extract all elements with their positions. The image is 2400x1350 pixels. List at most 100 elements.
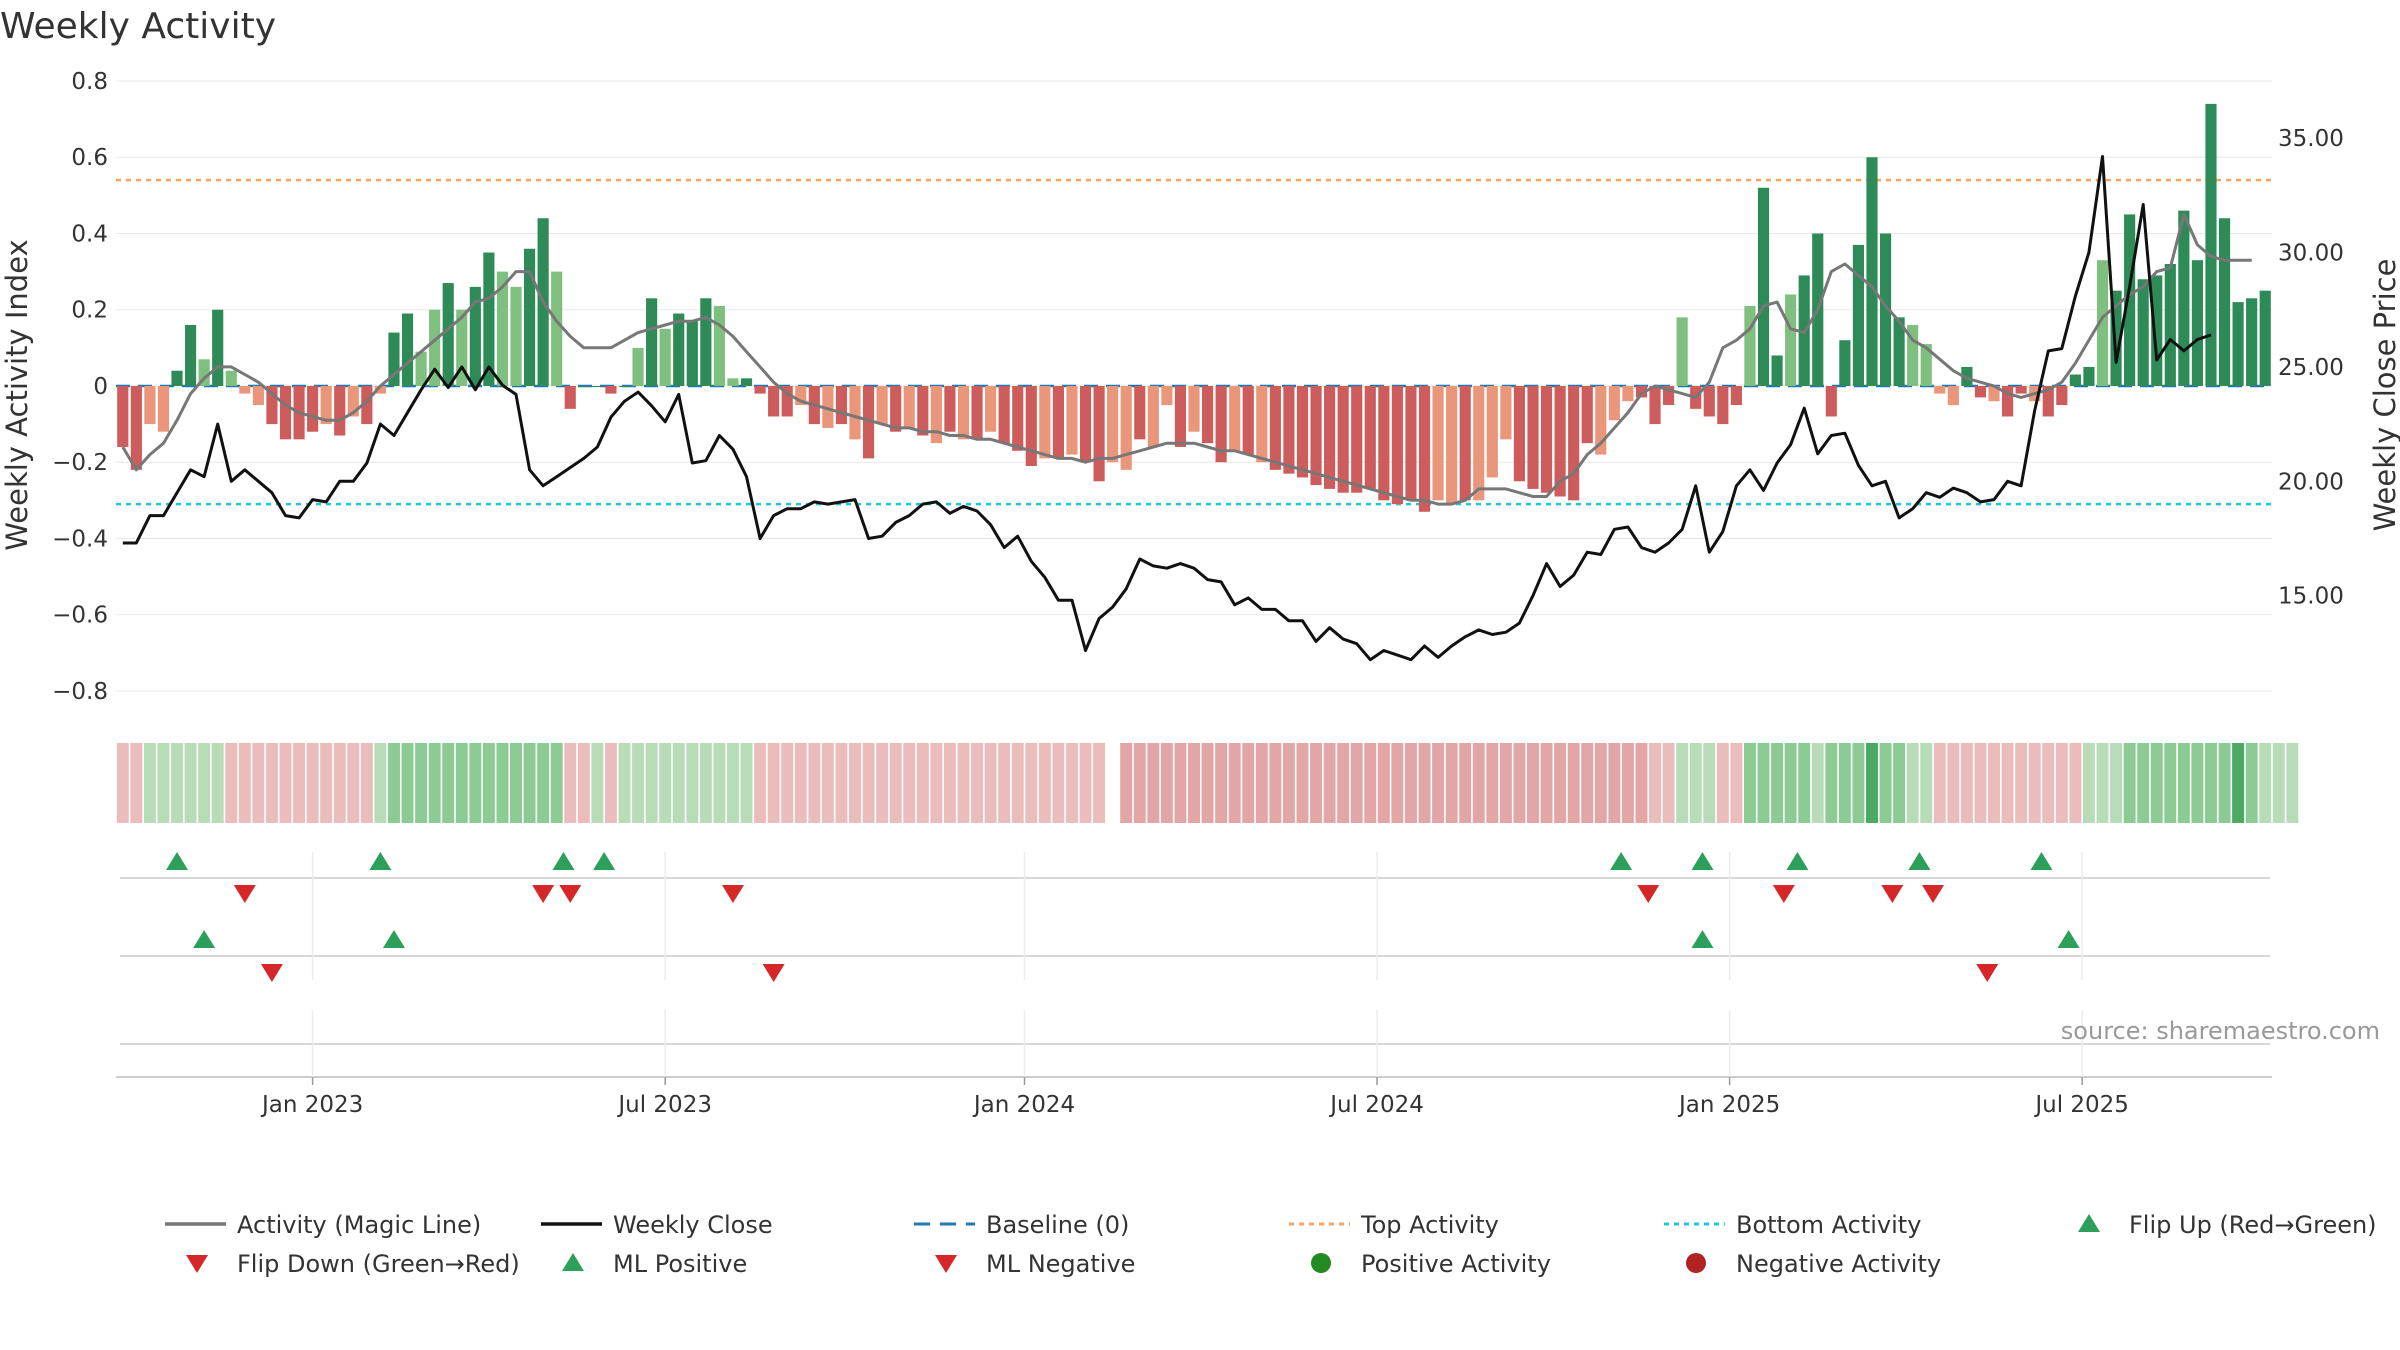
activity-bar xyxy=(1310,385,1322,486)
activity-bar xyxy=(686,321,698,386)
activity-bar xyxy=(795,385,807,406)
activity-bar xyxy=(618,385,631,387)
activity-bar xyxy=(903,385,915,428)
strip-cell xyxy=(157,743,170,823)
strip-cell xyxy=(360,743,373,823)
activity-bar xyxy=(157,385,170,432)
strip-cell xyxy=(198,743,211,823)
strip-cell xyxy=(1079,743,1092,823)
strip-cell xyxy=(1269,743,1282,823)
x-tick-label: Jan 2023 xyxy=(260,1092,363,1118)
strip-cell xyxy=(849,743,861,823)
activity-bar xyxy=(1229,385,1241,451)
activity-bar xyxy=(1012,385,1024,451)
strip-cell xyxy=(1784,743,1797,823)
strip-cell xyxy=(320,743,333,823)
strip-cell xyxy=(1621,743,1634,823)
strip-cell xyxy=(428,743,441,823)
legend-item: Positive Activity xyxy=(1311,1250,1551,1278)
activity-bar xyxy=(388,332,400,386)
flip-up-marker xyxy=(593,852,616,870)
strip-cell xyxy=(1662,743,1675,823)
y-tick-label: 0.8 xyxy=(71,69,108,95)
activity-bar xyxy=(1974,385,1987,398)
strip-cell xyxy=(2015,743,2028,823)
activity-bar xyxy=(1676,317,1688,386)
y-tick-label: 0 xyxy=(93,374,108,400)
activity-strip xyxy=(116,743,2299,823)
activity-bar xyxy=(1120,385,1132,470)
strip-cell xyxy=(957,743,970,823)
strip-cell xyxy=(2150,743,2163,823)
legend-swatch xyxy=(1311,1253,1331,1273)
strip-cell xyxy=(1377,743,1390,823)
strip-cell xyxy=(1242,743,1255,823)
legend-item: Flip Up (Red→Green) xyxy=(2078,1211,2377,1239)
strip-cell xyxy=(903,743,916,823)
activity-bar xyxy=(1771,355,1783,386)
y2-tick-label: 20.00 xyxy=(2278,469,2344,495)
strip-cell xyxy=(1255,743,1268,823)
activity-bar xyxy=(1663,385,1675,406)
legend-label: ML Negative xyxy=(986,1250,1135,1278)
y2-axis-label: Weekly Close Price xyxy=(2368,259,2400,532)
legend-item: Top Activity xyxy=(1289,1211,1499,1239)
activity-bar xyxy=(1473,385,1485,501)
flip-down-marker xyxy=(1922,885,1945,903)
activity-bars xyxy=(117,103,2271,512)
strip-cell xyxy=(2164,743,2177,823)
strip-cell xyxy=(2082,743,2095,823)
legend-swatch xyxy=(562,1253,584,1271)
strip-cell xyxy=(781,743,794,823)
strip-cell xyxy=(699,743,712,823)
activity-bar xyxy=(2069,374,2081,386)
activity-bar xyxy=(1107,385,1119,463)
activity-bar xyxy=(2218,218,2231,386)
strip-cell xyxy=(1228,743,1241,823)
strip-cell xyxy=(1499,743,1512,823)
y2-tick-label: 15.00 xyxy=(2278,584,2344,610)
activity-bar xyxy=(212,309,224,386)
legend-item: Activity (Magic Line) xyxy=(165,1211,481,1239)
activity-bar xyxy=(347,385,359,417)
activity-bar xyxy=(401,313,414,386)
activity-bar xyxy=(1961,366,1973,386)
activity-bar xyxy=(2110,290,2122,386)
strip-cell xyxy=(1811,743,1824,823)
strip-cell xyxy=(1933,743,1946,823)
y-tick-label: −0.4 xyxy=(52,526,108,552)
strip-cell xyxy=(754,743,767,823)
activity-bar xyxy=(849,385,861,440)
strip-cell xyxy=(835,743,848,823)
strip-cell xyxy=(930,743,943,823)
strip-cell xyxy=(998,743,1011,823)
strip-cell xyxy=(971,743,984,823)
strip-cell xyxy=(1445,743,1458,823)
flip-up-marker xyxy=(369,852,392,870)
strip-cell xyxy=(1310,743,1323,823)
activity-bar xyxy=(1513,385,1526,482)
activity-bar xyxy=(1568,385,1580,501)
strip-cell xyxy=(1201,743,1214,823)
strip-cell xyxy=(1174,743,1187,823)
strip-cell xyxy=(415,743,428,823)
strip-cell xyxy=(469,743,482,823)
activity-bar xyxy=(781,385,793,417)
activity-bar xyxy=(1608,385,1620,421)
strip-cell xyxy=(1567,743,1580,823)
strip-cell xyxy=(211,743,224,823)
strip-cell xyxy=(1025,743,1038,823)
x-tick-label: Jul 2024 xyxy=(1328,1092,1424,1118)
y-axis-ticks: 0.8 0.6 0.4 0.2 0 −0.2 −0.4 −0.6 −0.8 xyxy=(52,69,108,705)
strip-cell xyxy=(1282,743,1295,823)
strip-cell xyxy=(442,743,455,823)
strip-cell xyxy=(984,743,997,823)
activity-bar xyxy=(1432,385,1444,501)
x-tick-label: Jul 2025 xyxy=(2033,1092,2129,1118)
activity-bar xyxy=(2124,214,2136,386)
strip-cell xyxy=(1703,743,1716,823)
strip-cell xyxy=(591,743,604,823)
strip-cell xyxy=(1554,743,1567,823)
activity-bar xyxy=(2137,279,2149,386)
activity-bar xyxy=(2246,298,2258,386)
